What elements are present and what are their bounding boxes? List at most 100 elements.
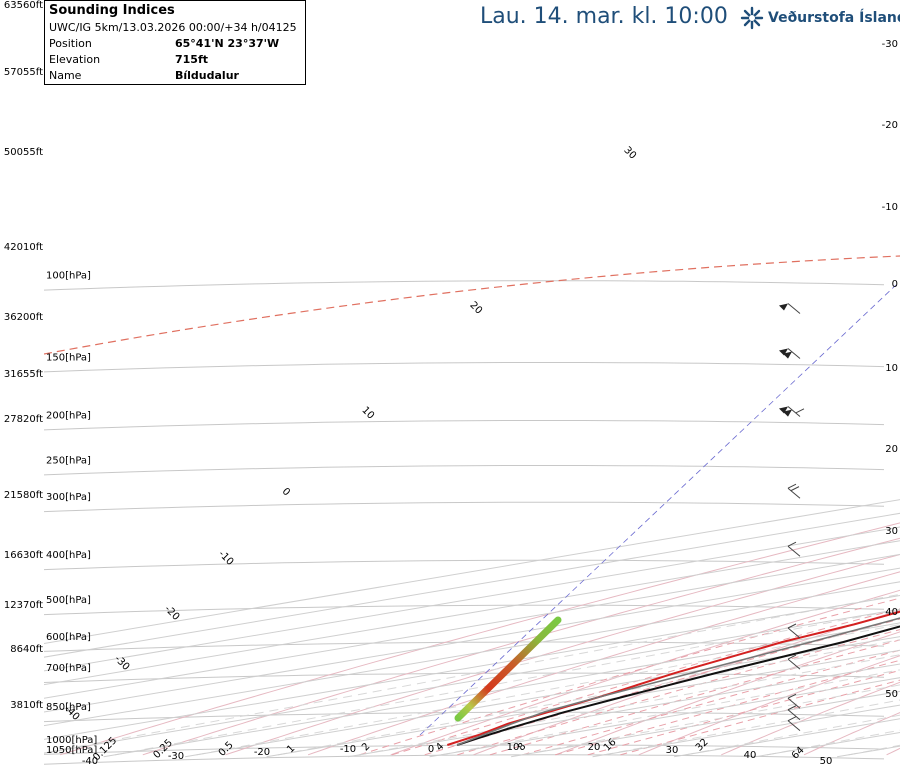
isotherm-inline-label: 30	[621, 145, 638, 162]
isotherm-line	[44, 608, 900, 754]
wind-barb-feather	[787, 705, 797, 711]
wind-barb-pennant	[779, 303, 788, 311]
mixing-ratio-line	[277, 639, 900, 756]
wind-barb-staff	[787, 709, 801, 721]
bottom-tick-label: 30	[666, 745, 679, 756]
isobar-line	[44, 280, 885, 291]
mixing-ratio-line	[522, 684, 900, 756]
wind-barb-feather	[787, 623, 797, 629]
wind-barb-staff	[787, 303, 801, 314]
wind-barb	[787, 623, 801, 639]
wind-barbs	[779, 303, 805, 732]
info-label: Name	[49, 69, 82, 82]
wind-barb-feather	[790, 486, 800, 492]
lcl-reference-line	[419, 284, 897, 736]
moist-adiabat-line	[424, 618, 900, 756]
altitude-tick-label: 27820ft	[4, 414, 43, 425]
axis-labels: 1050[hPa]1000[hPa] 850[hPa] 700[hPa] 600[hP…	[4, 0, 898, 767]
info-value: 65°41'N 23°37'W	[175, 37, 280, 50]
wind-barb-staff	[787, 627, 801, 639]
wind-barb	[787, 693, 801, 709]
wind-barb-pennant	[779, 406, 788, 414]
wind-barb	[787, 705, 801, 721]
altitude-tick-label: 8640ft	[10, 644, 43, 655]
right-tick-label: 20	[885, 444, 898, 455]
dry-adiabat-line	[225, 553, 900, 756]
wind-barb-staff	[787, 697, 801, 709]
altitude-tick-label: 3810ft	[10, 700, 43, 711]
wind-barb	[779, 303, 801, 314]
bottom-tick-label: 10	[507, 742, 520, 753]
bottom-tick-label: -20	[254, 747, 270, 758]
isotherm-line	[185, 636, 900, 758]
freezing-level-line	[44, 255, 900, 355]
isotherm-line	[44, 594, 900, 740]
altitude-tick-label: 21580ft	[4, 490, 43, 501]
info-row-elevation: Elevation 715ft	[49, 52, 301, 68]
wind-barb-staff	[787, 658, 801, 670]
isobar-line	[44, 604, 885, 616]
sounding-info-box: Sounding Indices UWC/IG 5km/13.03.2026 0…	[44, 0, 306, 85]
isotherm-line	[44, 499, 900, 644]
wind-barb	[787, 716, 801, 732]
right-tick-label: 40	[885, 607, 898, 618]
wind-barb	[779, 406, 805, 417]
isobar-line	[44, 362, 885, 373]
isotherm-line	[44, 567, 900, 713]
info-title: Sounding Indices	[49, 3, 175, 18]
mixing-ratio-line	[359, 654, 900, 756]
bottom-tick-label: 20	[588, 742, 601, 753]
isobar-line	[44, 672, 885, 683]
mixing-ratio-line	[766, 729, 900, 756]
altitude-tick-label: 57055ft	[4, 67, 43, 78]
bottom-tick-label: 4	[434, 741, 446, 753]
altitude-tick-label: 36200ft	[4, 312, 43, 323]
info-value: 715ft	[175, 53, 209, 66]
dry-adiabat-line	[886, 747, 900, 756]
pressure-tick-label: 100[hPa]	[46, 271, 91, 282]
isobar-line	[44, 501, 885, 513]
isotherm-inline-label: 0	[280, 486, 292, 498]
altitude-tick-label: 31655ft	[4, 369, 43, 380]
bottom-tick-label: -30	[168, 751, 184, 762]
info-value: Bíldudalur	[175, 69, 239, 82]
bottom-tick-label: -40	[82, 756, 98, 767]
pressure-tick-label: 150[hPa]	[46, 352, 91, 363]
sounding-curves	[44, 255, 900, 746]
parcel-path-curve	[456, 617, 900, 746]
dry-adiabat-line	[555, 631, 900, 756]
dry-adiabat-line	[142, 537, 900, 756]
right-tick-label: -20	[882, 120, 898, 131]
altitude-tick-label: 42010ft	[4, 242, 43, 253]
pressure-tick-label: 600[hPa]	[46, 632, 91, 643]
dry-adiabat-line	[721, 681, 900, 756]
info-row-position: Position 65°41'N 23°37'W	[49, 36, 301, 52]
pressure-tick-label: 400[hPa]	[46, 550, 91, 561]
brand-logo: Veðurstofa Íslands	[740, 6, 900, 30]
wind-barb	[787, 483, 801, 499]
moist-adiabat-line	[391, 608, 900, 756]
wind-barb-staff	[787, 545, 801, 557]
dry-adiabat-line	[60, 522, 900, 756]
altitude-tick-label: 12370ft	[4, 600, 43, 611]
right-tick-label: 50	[885, 689, 898, 700]
isobar-line	[44, 559, 885, 571]
isotherm-inline-label: 20	[467, 300, 484, 317]
wind-barb	[787, 654, 801, 670]
wind-barb-staff	[787, 348, 801, 359]
wind-barb-feather	[787, 483, 797, 489]
pressure-tick-label: 250[hPa]	[46, 455, 91, 466]
pressure-tick-label: 300[hPa]	[46, 492, 91, 503]
isobar-line	[44, 754, 885, 765]
mixing-ratio-line	[44, 593, 900, 754]
isobar-line	[44, 465, 885, 476]
isotherm-line	[44, 553, 900, 699]
wind-barb-feather	[787, 716, 797, 722]
wind-barb-staff	[787, 487, 801, 499]
isotherm-inline-label: -20	[162, 604, 181, 623]
bottom-tick-label: 2	[360, 741, 372, 753]
wind-barb	[787, 541, 801, 557]
background-grid	[44, 280, 900, 765]
moist-adiabat-line	[587, 669, 900, 756]
wind-barb-staff	[787, 720, 801, 732]
